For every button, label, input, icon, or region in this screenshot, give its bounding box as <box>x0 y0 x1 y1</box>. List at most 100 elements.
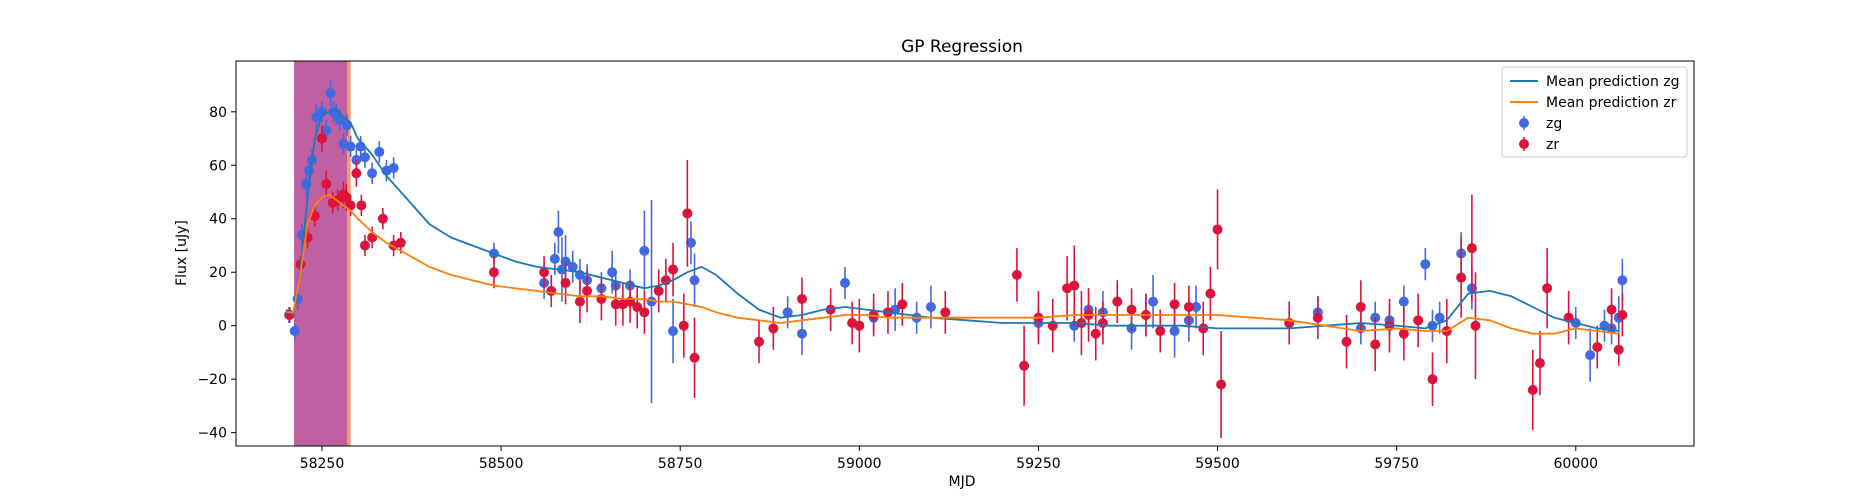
data-point <box>359 240 370 251</box>
data-point <box>374 146 385 157</box>
data-point <box>1470 320 1481 331</box>
data-point <box>1183 301 1194 312</box>
data-point <box>1341 336 1352 347</box>
legend-label: zg <box>1546 116 1562 132</box>
data-point <box>582 285 593 296</box>
data-point <box>1019 360 1030 371</box>
data-point <box>1155 326 1166 337</box>
data-point <box>546 285 557 296</box>
series-zg <box>284 79 1628 404</box>
data-point <box>1427 374 1438 385</box>
data-point <box>639 307 650 318</box>
data-point <box>610 299 621 310</box>
data-point <box>1090 328 1101 339</box>
data-point <box>825 304 836 315</box>
data-point <box>1205 288 1216 299</box>
data-point <box>356 200 367 211</box>
y-axis-label: Flux [uJy] <box>174 220 190 286</box>
data-point <box>1097 318 1108 329</box>
data-point <box>925 301 936 312</box>
data-point <box>1527 384 1538 395</box>
data-point <box>549 253 560 264</box>
data-point <box>1169 326 1180 337</box>
data-point <box>377 213 388 224</box>
data-point <box>359 152 370 163</box>
data-point <box>797 293 808 304</box>
x-tick-label: 59750 <box>1374 456 1419 472</box>
legend-label: Mean prediction zg <box>1546 74 1680 90</box>
data-point <box>940 307 951 318</box>
data-point <box>897 299 908 310</box>
data-point <box>754 336 765 347</box>
data-point <box>321 125 332 136</box>
shaded-region <box>347 61 351 446</box>
x-tick-label: 59500 <box>1195 456 1240 472</box>
y-tick-label: 60 <box>209 158 227 174</box>
data-point <box>345 141 356 152</box>
data-point <box>1592 342 1603 353</box>
data-point <box>367 168 378 179</box>
data-point <box>351 168 362 179</box>
legend: Mean prediction zg Mean prediction zr zg zr <box>1501 66 1688 158</box>
plot-frame <box>235 60 1695 447</box>
data-point <box>488 267 499 278</box>
data-point <box>639 245 650 256</box>
data-point <box>653 285 664 296</box>
y-tick-label: 40 <box>209 212 227 228</box>
legend-label: zr <box>1546 137 1559 153</box>
data-point <box>1434 312 1445 323</box>
series-line <box>286 193 1619 335</box>
data-point <box>292 293 303 304</box>
plot-area: 58250 58500 58750 59000 59250 59500 59750 60000… <box>197 60 1695 472</box>
data-point <box>1148 296 1159 307</box>
data-point <box>341 192 352 203</box>
data-point <box>1466 243 1477 254</box>
data-point <box>1534 358 1545 369</box>
chart-title: GP Regression <box>901 37 1023 57</box>
data-point <box>334 114 345 125</box>
data-point <box>1169 299 1180 310</box>
data-point <box>1617 275 1628 286</box>
series-zr <box>284 125 1628 438</box>
legend-marker-swatch <box>1519 118 1529 128</box>
data-point <box>395 237 406 248</box>
y-tick-label: 80 <box>209 105 227 121</box>
data-point <box>839 277 850 288</box>
y-tick-label: 20 <box>209 265 227 281</box>
data-point <box>574 296 585 307</box>
data-point <box>1606 304 1617 315</box>
data-point <box>854 320 865 331</box>
data-point <box>1126 304 1137 315</box>
data-point <box>682 208 693 219</box>
data-point <box>1191 301 1202 312</box>
data-point <box>553 227 564 238</box>
y-tick-label: −40 <box>197 426 227 442</box>
data-point <box>768 323 779 334</box>
data-point <box>1420 259 1431 270</box>
legend-box <box>1501 66 1688 158</box>
y-tick-label: 0 <box>218 319 227 335</box>
data-point <box>1069 280 1080 291</box>
data-point <box>668 264 679 275</box>
data-point <box>539 267 550 278</box>
data-point <box>797 328 808 339</box>
x-tick-label: 58750 <box>658 456 703 472</box>
legend-marker-swatch <box>1519 139 1529 149</box>
data-point <box>316 133 327 144</box>
data-point <box>1011 269 1022 280</box>
data-point <box>1617 309 1628 320</box>
data-point <box>782 307 793 318</box>
x-tick-label: 58500 <box>479 456 524 472</box>
data-point <box>632 301 643 312</box>
x-tick-label: 59250 <box>1016 456 1061 472</box>
data-point <box>678 320 689 331</box>
data-point <box>1613 344 1624 355</box>
data-point <box>1456 272 1467 283</box>
data-point <box>325 88 336 99</box>
data-point <box>1312 312 1323 323</box>
data-point <box>1355 301 1366 312</box>
data-point <box>685 237 696 248</box>
data-point <box>1198 323 1209 334</box>
data-point <box>388 162 399 173</box>
data-point <box>1398 296 1409 307</box>
